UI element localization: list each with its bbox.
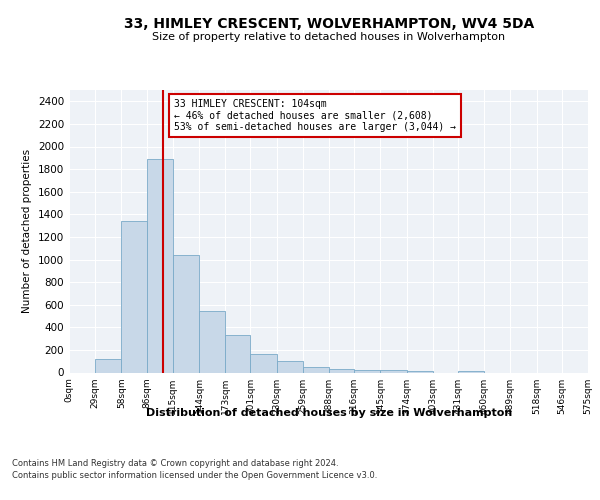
Bar (121, 221, 146, 372)
Bar (146, 159, 173, 372)
Bar (329, 369, 354, 372)
Bar (95, 359, 121, 372)
Bar (380, 370, 407, 372)
Bar (354, 370, 380, 372)
Text: 33 HIMLEY CRESCENT: 104sqm
← 46% of detached houses are smaller (2,608)
53% of s: 33 HIMLEY CRESCENT: 104sqm ← 46% of deta… (174, 99, 456, 132)
Bar (250, 354, 277, 372)
Bar (199, 312, 225, 372)
Text: Contains HM Land Registry data © Crown copyright and database right 2024.: Contains HM Land Registry data © Crown c… (12, 460, 338, 468)
Bar (303, 367, 329, 372)
Y-axis label: Number of detached properties: Number of detached properties (22, 149, 32, 314)
Text: 33, HIMLEY CRESCENT, WOLVERHAMPTON, WV4 5DA: 33, HIMLEY CRESCENT, WOLVERHAMPTON, WV4 … (124, 18, 534, 32)
Text: Contains public sector information licensed under the Open Government Licence v3: Contains public sector information licen… (12, 472, 377, 480)
Bar (277, 361, 303, 372)
Bar (173, 255, 199, 372)
Bar (225, 335, 250, 372)
Text: Distribution of detached houses by size in Wolverhampton: Distribution of detached houses by size … (146, 408, 512, 418)
Text: Size of property relative to detached houses in Wolverhampton: Size of property relative to detached ho… (152, 32, 505, 42)
